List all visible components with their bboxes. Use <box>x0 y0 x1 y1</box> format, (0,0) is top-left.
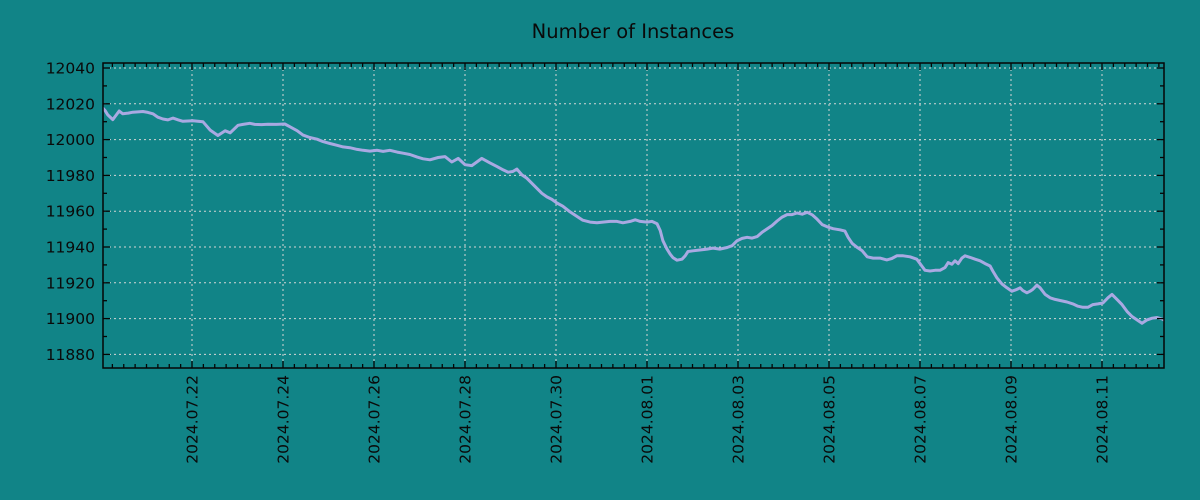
data-series <box>103 106 1164 325</box>
x-tick-label: 2024.08.03 <box>730 375 748 464</box>
plot-frame <box>102 62 1165 369</box>
x-tick-label: 2024.08.07 <box>912 375 930 464</box>
series-line <box>103 106 1164 325</box>
y-tick-label: 11940 <box>46 239 95 257</box>
frame-border <box>102 62 1165 369</box>
x-tick-label: 2024.07.22 <box>184 375 202 464</box>
gridlines <box>104 64 1163 367</box>
y-tick-label: 11980 <box>46 167 95 185</box>
y-tick-label: 12020 <box>46 95 95 113</box>
y-tick-label: 11880 <box>46 346 95 364</box>
x-tick-label: 2024.07.26 <box>366 375 384 464</box>
y-tick-label: 11960 <box>46 203 95 221</box>
y-tick-label: 11900 <box>46 310 95 328</box>
x-tick-label: 2024.07.24 <box>275 375 293 464</box>
x-tick-label: 2024.08.09 <box>1003 375 1021 464</box>
x-tick-label: 2024.08.05 <box>821 375 839 464</box>
x-tick-label: 2024.07.28 <box>457 375 475 464</box>
y-tick-label: 12000 <box>46 131 95 149</box>
x-tick-label: 2024.07.30 <box>548 375 566 464</box>
y-axis-labels: 12040 12020 12000 11980 11960 11940 11920 11900… <box>46 60 95 364</box>
axis-ticks <box>103 63 1164 368</box>
y-tick-label: 12040 <box>46 60 95 78</box>
y-tick-label: 11920 <box>46 274 95 292</box>
x-tick-label: 2024.08.11 <box>1094 375 1112 464</box>
x-tick-label: 2024.08.01 <box>639 375 657 464</box>
x-axis-labels: 2024.07.22 2024.07.24 2024.07.26 2024.07.28… <box>184 375 1112 464</box>
chart-title: Number of Instances <box>532 20 735 43</box>
